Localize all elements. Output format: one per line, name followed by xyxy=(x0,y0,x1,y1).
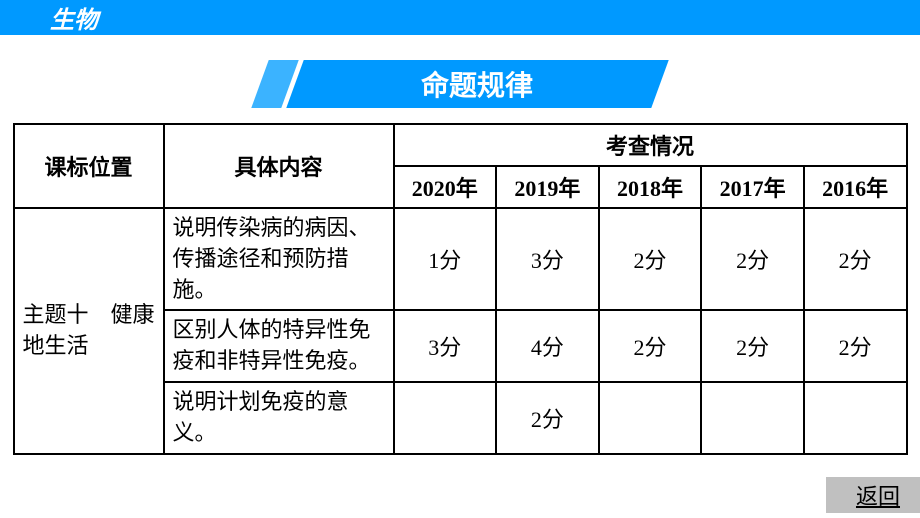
row-content: 说明传染病的病因、传播途径和预防措施。 xyxy=(164,208,394,310)
score-cell xyxy=(394,382,497,454)
year-2020: 2020年 xyxy=(394,166,497,208)
score-cell xyxy=(599,382,702,454)
table-header-row: 课标位置 具体内容 考查情况 xyxy=(14,124,907,166)
header-content: 具体内容 xyxy=(164,124,394,208)
year-2018: 2018年 xyxy=(599,166,702,208)
year-2019: 2019年 xyxy=(496,166,599,208)
exam-table: 课标位置 具体内容 考查情况 2020年 2019年 2018年 2017年 2… xyxy=(13,123,908,455)
header-position: 课标位置 xyxy=(14,124,164,208)
score-cell: 2分 xyxy=(599,208,702,310)
score-cell: 3分 xyxy=(394,310,497,382)
topic-position: 主题十 健康地生活 xyxy=(14,208,164,454)
row-content: 说明计划免疫的意义。 xyxy=(164,382,394,454)
score-cell: 1分 xyxy=(394,208,497,310)
year-2016: 2016年 xyxy=(804,166,907,208)
score-cell: 3分 xyxy=(496,208,599,310)
score-cell: 4分 xyxy=(496,310,599,382)
subject-title: 生物 xyxy=(50,0,98,35)
return-button[interactable]: 返回 xyxy=(826,477,920,513)
header-bar: 生物 xyxy=(0,0,920,35)
row-content: 区别人体的特异性免疫和非特异性免疫。 xyxy=(164,310,394,382)
section-banner: 命题规律 xyxy=(260,60,660,108)
score-cell: 2分 xyxy=(804,310,907,382)
score-cell: 2分 xyxy=(496,382,599,454)
score-cell: 2分 xyxy=(804,208,907,310)
header-exam-status: 考查情况 xyxy=(394,124,907,166)
table-row: 主题十 健康地生活 说明传染病的病因、传播途径和预防措施。 1分 3分 2分 2… xyxy=(14,208,907,310)
banner-main: 命题规律 xyxy=(286,60,668,108)
score-cell xyxy=(804,382,907,454)
score-cell: 2分 xyxy=(701,310,804,382)
score-cell xyxy=(701,382,804,454)
score-cell: 2分 xyxy=(599,310,702,382)
year-2017: 2017年 xyxy=(701,166,804,208)
score-cell: 2分 xyxy=(701,208,804,310)
banner-title: 命题规律 xyxy=(421,64,533,104)
